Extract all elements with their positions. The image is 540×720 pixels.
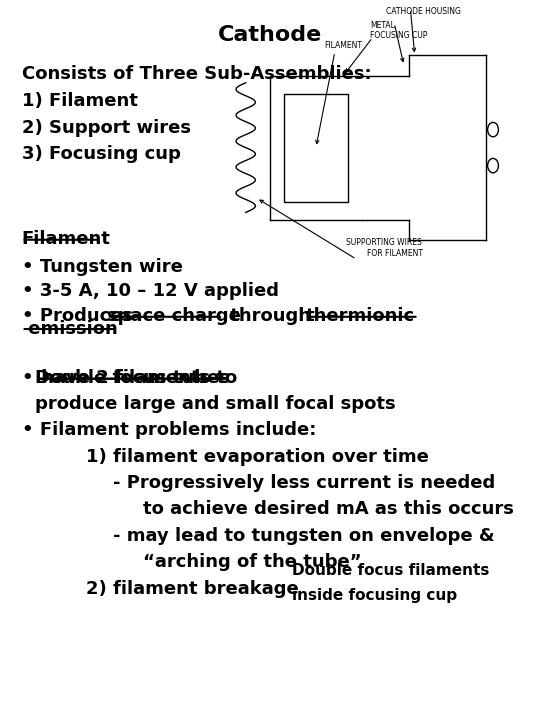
Text: GLASS ENVELOPE: GLASS ENVELOPE: [408, 0, 475, 1]
Text: “arching of the tube”: “arching of the tube”: [143, 553, 362, 571]
Text: • Tungsten wire: • Tungsten wire: [22, 258, 183, 276]
Text: Double focus tubes: Double focus tubes: [35, 369, 230, 387]
Text: • 3-5 A, 10 – 12 V applied: • 3-5 A, 10 – 12 V applied: [22, 282, 279, 300]
Text: to achieve desired mA as this occurs: to achieve desired mA as this occurs: [143, 500, 514, 518]
Text: • Filament problems include:: • Filament problems include:: [22, 421, 316, 439]
Text: 1) filament evaporation over time: 1) filament evaporation over time: [86, 448, 429, 466]
Text: 2) Support wires: 2) Support wires: [22, 119, 191, 137]
Text: 3) Focusing cup: 3) Focusing cup: [22, 145, 180, 163]
Text: Cathode: Cathode: [218, 25, 322, 45]
Text: 2) filament breakage: 2) filament breakage: [86, 580, 299, 598]
Text: Filament: Filament: [22, 230, 111, 248]
Text: inside focusing cup: inside focusing cup: [292, 588, 457, 603]
Text: - may lead to tungsten on envelope &: - may lead to tungsten on envelope &: [113, 527, 495, 545]
Text: through: through: [224, 307, 318, 325]
Text: • Produces: • Produces: [22, 307, 139, 325]
Text: FOCUSING CUP: FOCUSING CUP: [370, 31, 427, 40]
Text: FOR FILAMENT: FOR FILAMENT: [367, 249, 423, 258]
Text: •: •: [22, 369, 39, 387]
Text: have 2 filaments to: have 2 filaments to: [35, 369, 238, 387]
Text: emission: emission: [22, 320, 117, 338]
Text: 1) Filament: 1) Filament: [22, 92, 138, 110]
Text: FILAMENT: FILAMENT: [324, 40, 362, 50]
Text: space charge: space charge: [107, 307, 241, 325]
Text: CATHODE HOUSING: CATHODE HOUSING: [386, 6, 461, 16]
Text: thermionic: thermionic: [306, 307, 415, 325]
Text: SUPPORTING WIRES: SUPPORTING WIRES: [346, 238, 421, 247]
Text: METAL: METAL: [370, 20, 395, 30]
Bar: [284, 94, 348, 202]
Text: Consists of Three Sub-Assemblies:: Consists of Three Sub-Assemblies:: [22, 65, 371, 83]
Text: produce large and small focal spots: produce large and small focal spots: [35, 395, 396, 413]
Text: - Progressively less current is needed: - Progressively less current is needed: [113, 474, 496, 492]
Text: Double focus filaments: Double focus filaments: [292, 563, 489, 578]
